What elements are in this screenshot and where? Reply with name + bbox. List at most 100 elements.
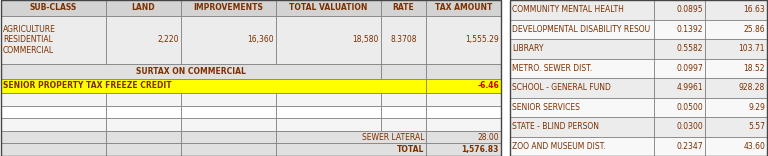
Bar xyxy=(705,0,767,20)
Text: SENIOR SERVICES: SENIOR SERVICES xyxy=(512,103,580,112)
Bar xyxy=(654,98,705,117)
Text: 1,576.83: 1,576.83 xyxy=(462,145,499,154)
Text: ZOO AND MUSEUM DIST.: ZOO AND MUSEUM DIST. xyxy=(512,142,606,151)
Text: 5.57: 5.57 xyxy=(748,122,765,131)
Bar xyxy=(381,118,426,131)
Text: SUB-CLASS: SUB-CLASS xyxy=(30,3,77,12)
Text: 0.1392: 0.1392 xyxy=(677,25,703,34)
Bar xyxy=(181,131,276,144)
Bar xyxy=(106,106,181,118)
Bar xyxy=(705,58,767,78)
Text: 2,220: 2,220 xyxy=(157,35,179,44)
Bar xyxy=(1,144,106,156)
Bar xyxy=(1,16,106,64)
Text: 43.60: 43.60 xyxy=(743,142,765,151)
Bar xyxy=(381,64,426,79)
Bar xyxy=(654,58,705,78)
Text: LAND: LAND xyxy=(131,3,155,12)
Bar xyxy=(381,93,426,106)
Bar xyxy=(510,0,767,156)
Bar xyxy=(1,64,381,79)
Text: 0.0300: 0.0300 xyxy=(677,122,703,131)
Text: 28.00: 28.00 xyxy=(478,133,499,142)
Bar xyxy=(426,16,501,64)
Bar xyxy=(276,106,381,118)
Bar xyxy=(510,78,654,98)
Text: -6.46: -6.46 xyxy=(477,81,499,90)
Bar xyxy=(106,118,181,131)
Bar xyxy=(381,16,426,64)
Bar xyxy=(654,20,705,39)
Text: 0.2347: 0.2347 xyxy=(677,142,703,151)
Bar xyxy=(426,0,501,16)
Text: 1,555.29: 1,555.29 xyxy=(465,35,499,44)
Text: 16,360: 16,360 xyxy=(247,35,274,44)
Bar xyxy=(654,39,705,58)
Bar xyxy=(381,0,426,16)
Text: 18,580: 18,580 xyxy=(353,35,379,44)
Bar xyxy=(181,93,276,106)
Bar xyxy=(276,16,381,64)
Text: LIBRARY: LIBRARY xyxy=(512,44,544,53)
Bar xyxy=(426,131,501,144)
Text: DEVELOPMENTAL DISABILITY RESOU: DEVELOPMENTAL DISABILITY RESOU xyxy=(512,25,650,34)
Bar xyxy=(510,39,654,58)
Text: 9.29: 9.29 xyxy=(748,103,765,112)
Bar xyxy=(510,117,654,136)
Text: TAX AMOUNT: TAX AMOUNT xyxy=(435,3,492,12)
Text: TOTAL VALUATION: TOTAL VALUATION xyxy=(290,3,368,12)
Text: SEWER LATERAL: SEWER LATERAL xyxy=(362,133,424,142)
Bar xyxy=(381,106,426,118)
Bar xyxy=(426,64,501,79)
Text: 0.0500: 0.0500 xyxy=(677,103,703,112)
Bar xyxy=(1,79,426,93)
Bar xyxy=(106,131,181,144)
Text: 4.9961: 4.9961 xyxy=(677,83,703,92)
Bar xyxy=(181,0,276,16)
Bar xyxy=(1,0,106,16)
Bar xyxy=(1,0,501,156)
Bar xyxy=(510,20,654,39)
Text: IMPROVEMENTS: IMPROVEMENTS xyxy=(194,3,263,12)
Bar xyxy=(106,144,181,156)
Text: SURTAX ON COMMERCIAL: SURTAX ON COMMERCIAL xyxy=(136,67,246,76)
Text: 0.5582: 0.5582 xyxy=(677,44,703,53)
Text: 0.0997: 0.0997 xyxy=(677,64,703,73)
Bar xyxy=(510,136,654,156)
Bar xyxy=(106,16,181,64)
Text: 18.52: 18.52 xyxy=(743,64,765,73)
Bar xyxy=(654,117,705,136)
Text: 0.0895: 0.0895 xyxy=(677,5,703,14)
Bar xyxy=(426,118,501,131)
Bar xyxy=(181,144,276,156)
Text: AGRICULTURE
RESIDENTIAL
COMMERCIAL: AGRICULTURE RESIDENTIAL COMMERCIAL xyxy=(3,25,56,55)
Text: 16.63: 16.63 xyxy=(743,5,765,14)
Bar xyxy=(426,93,501,106)
Bar xyxy=(276,93,381,106)
Bar xyxy=(106,93,181,106)
Bar xyxy=(705,98,767,117)
Bar xyxy=(654,136,705,156)
Bar xyxy=(426,144,501,156)
Text: METRO. SEWER DIST.: METRO. SEWER DIST. xyxy=(512,64,592,73)
Bar xyxy=(705,20,767,39)
Bar xyxy=(654,0,705,20)
Bar xyxy=(276,118,381,131)
Bar xyxy=(1,106,106,118)
Bar xyxy=(426,79,501,93)
Bar xyxy=(1,93,106,106)
Bar xyxy=(181,16,276,64)
Bar xyxy=(276,131,426,144)
Text: SCHOOL - GENERAL FUND: SCHOOL - GENERAL FUND xyxy=(512,83,611,92)
Text: 8.3708: 8.3708 xyxy=(390,35,417,44)
Bar xyxy=(181,118,276,131)
Bar xyxy=(510,58,654,78)
Bar xyxy=(181,106,276,118)
Bar xyxy=(705,78,767,98)
Text: TOTAL: TOTAL xyxy=(396,145,424,154)
Bar xyxy=(654,78,705,98)
Bar xyxy=(510,98,654,117)
Text: 25.86: 25.86 xyxy=(743,25,765,34)
Bar xyxy=(1,131,106,144)
Text: RATE: RATE xyxy=(392,3,415,12)
